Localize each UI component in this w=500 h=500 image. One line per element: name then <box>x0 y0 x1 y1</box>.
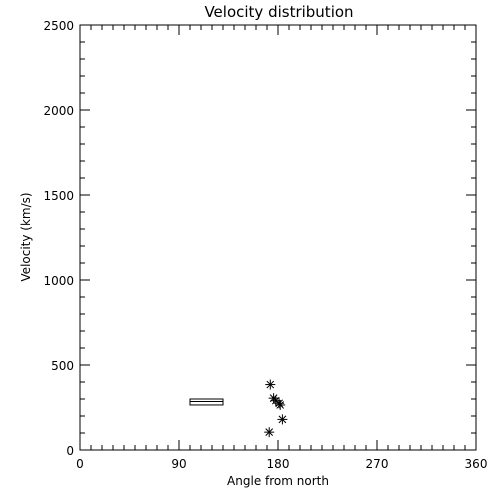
x-tick-label: 0 <box>76 457 84 471</box>
velocity-range-box <box>189 398 224 406</box>
chart-title: Velocity distribution <box>204 3 353 21</box>
x-tick-label: 270 <box>366 457 389 471</box>
y-tick-label: 500 <box>51 359 74 373</box>
y-axis-label: Velocity (km/s) <box>19 192 33 281</box>
axis-ticks <box>79 24 477 451</box>
y-tick-label: 1500 <box>43 189 74 203</box>
y-tick-label: 2000 <box>43 104 74 118</box>
data-point <box>265 379 276 390</box>
data-point <box>275 399 286 410</box>
data-point <box>264 427 275 438</box>
x-tick-label: 180 <box>267 457 290 471</box>
y-axis-tick-labels: 0 500 1000 1500 2000 2500 <box>43 19 74 458</box>
y-tick-label: 2500 <box>43 19 74 33</box>
x-tick-label: 360 <box>465 457 488 471</box>
x-tick-label: 90 <box>171 457 186 471</box>
x-axis-tick-labels: 0 90 180 270 360 <box>76 457 487 471</box>
y-tick-label: 0 <box>66 444 74 458</box>
y-tick-label: 1000 <box>43 274 74 288</box>
x-axis-label: Angle from north <box>227 474 329 488</box>
data-points <box>264 379 288 438</box>
data-point <box>277 414 288 425</box>
plot-frame <box>79 24 477 451</box>
